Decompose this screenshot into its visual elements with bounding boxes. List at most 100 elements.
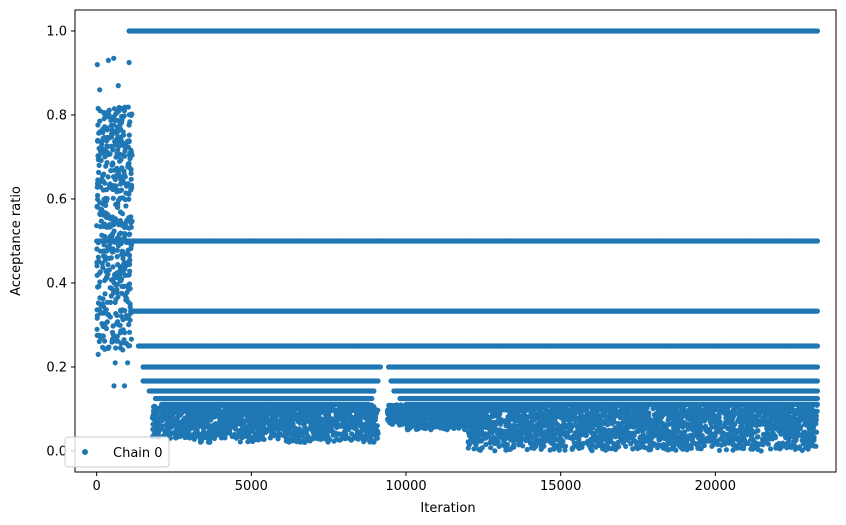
data-point bbox=[101, 254, 107, 260]
data-point bbox=[115, 147, 121, 153]
data-point bbox=[814, 308, 821, 314]
data-point bbox=[95, 122, 101, 128]
data-point bbox=[121, 260, 127, 266]
data-point bbox=[125, 182, 132, 188]
data-point bbox=[105, 262, 111, 268]
data-point bbox=[108, 131, 115, 137]
data-point bbox=[112, 139, 118, 145]
data-point bbox=[814, 343, 821, 349]
data-point bbox=[128, 147, 134, 153]
data-point bbox=[375, 378, 381, 384]
data-point bbox=[104, 127, 110, 133]
data-point bbox=[117, 330, 123, 336]
data-point bbox=[110, 186, 116, 192]
data-point bbox=[107, 151, 113, 157]
data-point bbox=[123, 224, 129, 230]
data-point bbox=[97, 248, 104, 254]
data-point bbox=[105, 57, 111, 64]
data-point bbox=[103, 202, 109, 208]
data-point bbox=[95, 284, 101, 290]
data-point bbox=[121, 171, 127, 177]
data-point bbox=[100, 172, 106, 179]
data-point bbox=[97, 87, 103, 93]
data-point bbox=[95, 192, 101, 199]
data-point bbox=[101, 310, 107, 316]
data-point bbox=[113, 345, 119, 351]
data-point bbox=[128, 220, 134, 226]
data-point bbox=[112, 360, 118, 366]
data-point bbox=[116, 108, 122, 114]
data-point bbox=[111, 383, 117, 389]
data-point bbox=[129, 152, 135, 158]
data-point bbox=[110, 246, 116, 252]
data-point bbox=[126, 322, 132, 328]
data-point bbox=[127, 257, 133, 263]
data-point bbox=[102, 180, 108, 186]
data-point bbox=[105, 212, 111, 218]
data-point bbox=[377, 364, 383, 370]
data-point bbox=[97, 200, 103, 206]
data-point bbox=[371, 388, 377, 394]
data-point bbox=[108, 143, 114, 149]
data-point bbox=[123, 190, 129, 196]
data-point bbox=[126, 215, 132, 221]
data-point bbox=[100, 187, 106, 193]
data-point bbox=[115, 322, 121, 328]
data-point bbox=[115, 262, 121, 268]
data-point bbox=[96, 162, 102, 168]
data-point bbox=[114, 247, 120, 253]
data-point bbox=[121, 113, 127, 119]
data-point bbox=[814, 364, 821, 370]
data-point bbox=[117, 158, 123, 164]
data-point bbox=[108, 255, 114, 261]
data-point bbox=[114, 189, 120, 195]
data-point bbox=[96, 183, 102, 189]
data-point bbox=[120, 347, 126, 353]
data-point bbox=[119, 165, 125, 171]
data-point bbox=[97, 279, 103, 285]
data-point bbox=[105, 109, 111, 115]
data-point bbox=[112, 336, 118, 342]
data-point bbox=[126, 196, 132, 202]
data-point bbox=[125, 360, 131, 366]
data-point bbox=[122, 330, 128, 336]
data-point bbox=[127, 286, 133, 292]
data-point bbox=[126, 132, 132, 138]
data-point bbox=[127, 317, 133, 323]
data-point bbox=[369, 395, 375, 402]
data-point bbox=[103, 152, 109, 158]
data-point bbox=[115, 117, 121, 124]
data-point bbox=[111, 106, 117, 112]
data-point bbox=[128, 176, 134, 182]
data-point bbox=[96, 169, 102, 175]
data-point bbox=[102, 291, 108, 297]
data-point bbox=[101, 116, 107, 122]
data-point bbox=[128, 336, 134, 342]
data-point bbox=[101, 110, 107, 116]
data-point bbox=[96, 145, 102, 151]
data-point bbox=[108, 117, 114, 123]
data-point bbox=[118, 340, 124, 346]
data-point bbox=[94, 62, 100, 68]
data-point bbox=[126, 232, 132, 238]
data-point bbox=[100, 323, 106, 330]
data-point bbox=[102, 346, 108, 352]
data-point bbox=[106, 243, 112, 249]
data-point bbox=[99, 141, 105, 147]
data-point bbox=[128, 242, 134, 248]
data-point bbox=[125, 104, 131, 110]
data-point bbox=[110, 323, 116, 329]
data-point bbox=[113, 201, 119, 207]
data-point bbox=[116, 231, 122, 238]
data-point bbox=[98, 335, 104, 341]
data-point bbox=[103, 275, 109, 282]
data-point bbox=[126, 138, 132, 144]
data-point bbox=[118, 137, 124, 143]
data-point bbox=[117, 278, 123, 284]
data-point bbox=[100, 264, 106, 270]
data-point bbox=[98, 206, 104, 212]
data-point bbox=[119, 307, 126, 313]
data-point bbox=[124, 289, 130, 295]
data-point bbox=[112, 128, 118, 134]
data-point bbox=[119, 179, 125, 185]
